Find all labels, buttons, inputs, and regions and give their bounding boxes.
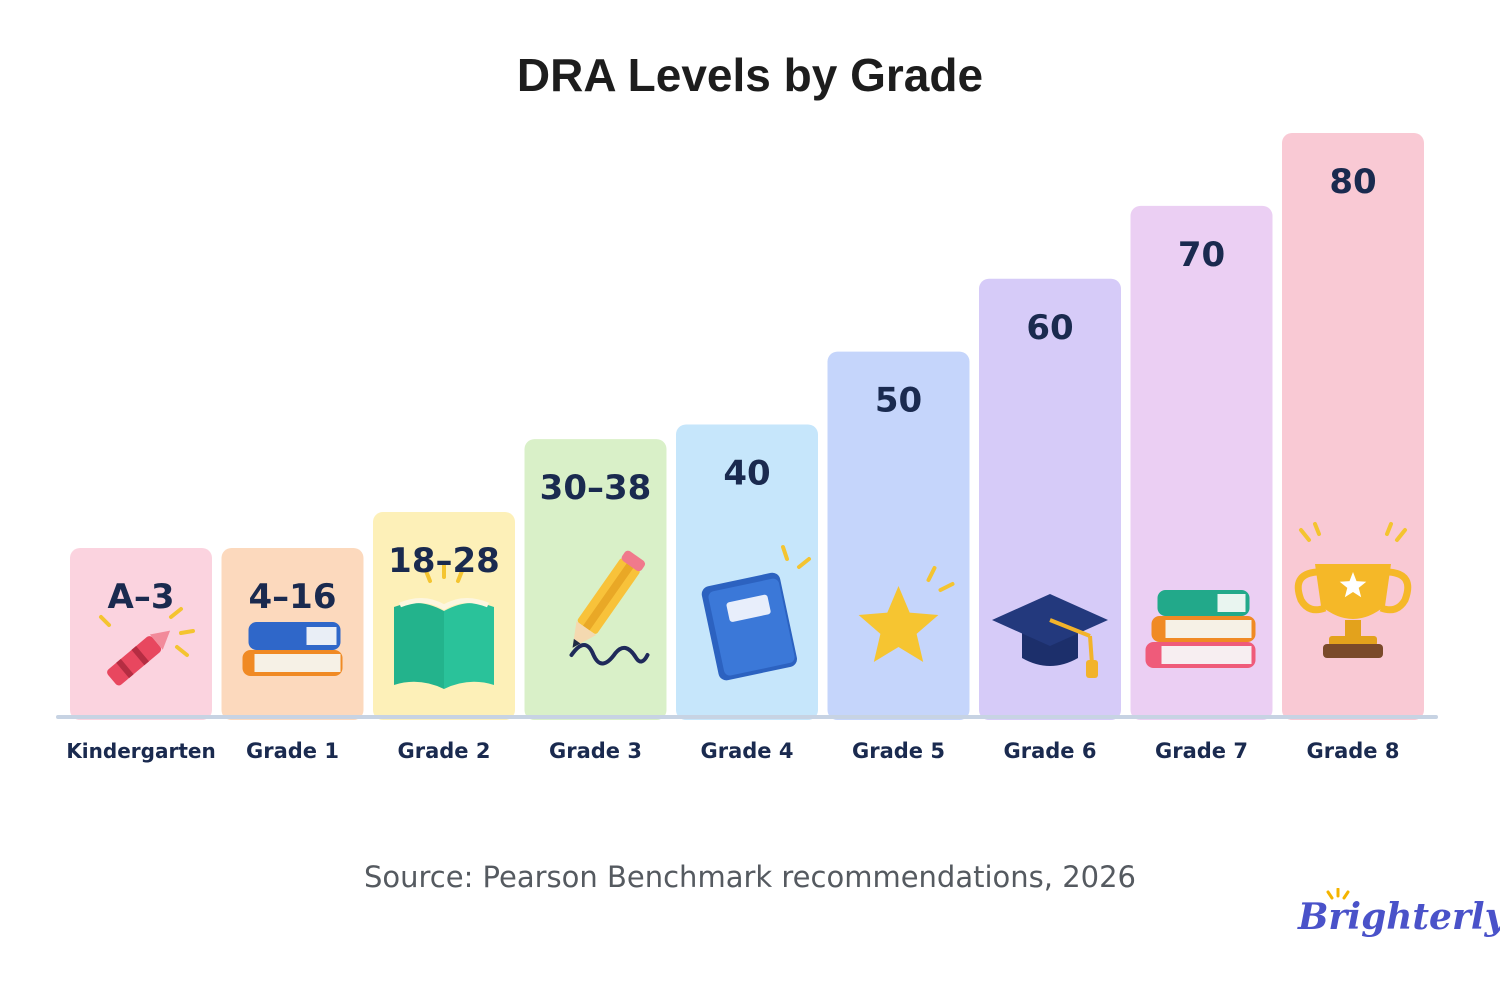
bar-kindergarten — [70, 548, 212, 720]
category-label: Grade 4 — [701, 739, 794, 763]
value-label: 30–38 — [540, 468, 652, 508]
value-label: 50 — [875, 381, 922, 421]
star-icon — [858, 566, 955, 662]
trophy-icon — [1294, 522, 1412, 658]
brand-logo: Brighterly — [1298, 896, 1500, 938]
chart-title: DRA Levels by Grade — [516, 49, 984, 101]
category-label: Kindergarten — [66, 739, 215, 763]
value-label: 70 — [1178, 235, 1225, 275]
category-label: Grade 7 — [1155, 739, 1248, 763]
category-label: Grade 8 — [1307, 739, 1400, 763]
crayon-icon — [99, 607, 195, 686]
value-label: 4–16 — [249, 577, 337, 617]
bar-grade-5 — [827, 351, 970, 720]
pencil-icon — [569, 550, 650, 666]
category-label: Grade 5 — [852, 739, 945, 763]
value-label: 40 — [723, 454, 770, 494]
source-note: Source: Pearson Benchmark recommendation… — [363, 860, 1137, 894]
notebook-icon — [701, 545, 811, 681]
graduation-cap-icon — [992, 594, 1108, 678]
open-book-icon — [394, 563, 494, 689]
value-label: A–3 — [108, 577, 175, 617]
book-stack-icon — [1145, 590, 1256, 668]
sun-rays-icon — [1326, 888, 1350, 900]
books-icon — [242, 622, 343, 676]
category-label: Grade 2 — [398, 739, 491, 763]
category-label: Grade 3 — [549, 739, 642, 763]
value-label: 18–28 — [388, 541, 500, 581]
value-label: 80 — [1329, 162, 1376, 202]
category-label: Grade 6 — [1004, 739, 1097, 763]
value-label: 60 — [1026, 308, 1073, 348]
bar-grade-6 — [979, 278, 1121, 720]
category-label: Grade 1 — [246, 739, 339, 763]
